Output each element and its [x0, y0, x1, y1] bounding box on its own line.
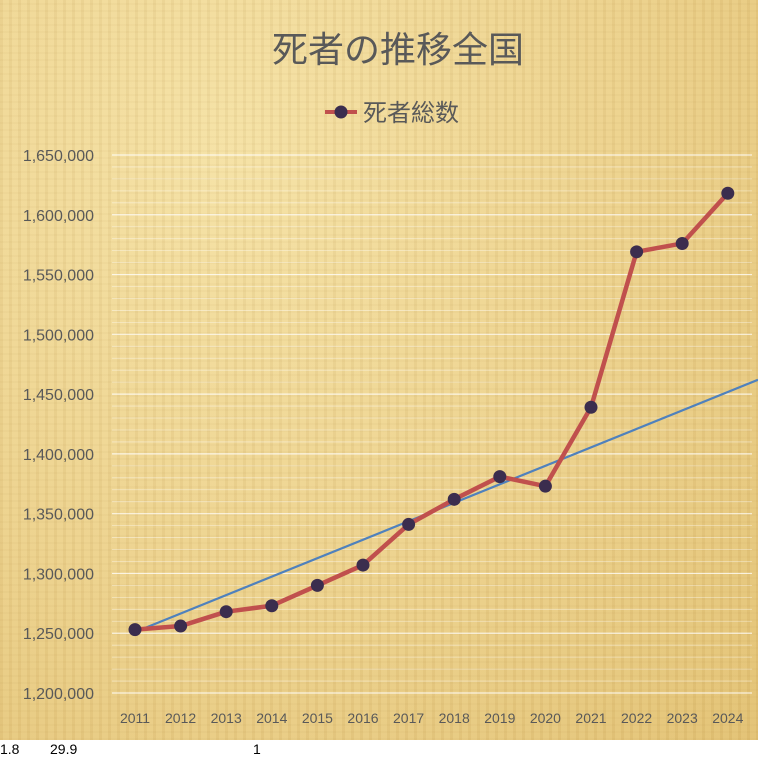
chart-title: 死者の推移全国	[272, 30, 524, 71]
footer-value-right: 1	[253, 741, 261, 757]
x-tick-label: 2011	[120, 710, 150, 726]
x-tick-label: 2013	[211, 710, 242, 726]
y-tick-label: 1,350,000	[23, 507, 94, 524]
data-point-marker	[219, 605, 233, 619]
y-tick-label: 1,250,000	[23, 626, 94, 643]
y-tick-label: 1,300,000	[23, 566, 94, 583]
chart-area: 死者の推移全国 死者総数 1,200,000 1,250,000 1,300,000…	[0, 0, 758, 740]
x-tick-label: 2020	[530, 710, 561, 726]
x-tick-label: 2016	[347, 710, 378, 726]
data-point-marker	[402, 517, 416, 531]
data-point-marker	[310, 578, 324, 592]
footer-strip: 1.8 29.9 1	[0, 740, 758, 758]
y-tick-label: 1,650,000	[23, 148, 94, 165]
data-point-marker	[128, 623, 142, 637]
footer-value-middle: 29.9	[50, 741, 78, 757]
data-point-marker	[493, 470, 507, 484]
data-point-marker	[584, 400, 598, 414]
data-point-marker	[174, 619, 188, 633]
x-tick-label: 2024	[712, 710, 743, 726]
legend-marker-swatch	[334, 105, 348, 119]
gridlines	[112, 154, 752, 694]
x-tick-label: 2023	[667, 710, 698, 726]
x-axis-ticks: 2011 2012 2013 2014 2015 2016 2017 2018 2019 2020…	[120, 710, 744, 726]
data-point-marker	[356, 558, 370, 572]
legend: 死者総数	[325, 99, 459, 127]
y-axis-ticks: 1,200,000 1,250,000 1,300,000 1,350,000 1,40…	[23, 148, 94, 703]
y-tick-label: 1,600,000	[23, 208, 94, 225]
y-tick-label: 1,550,000	[23, 268, 94, 285]
x-tick-label: 2021	[575, 710, 606, 726]
data-point-marker	[721, 186, 735, 200]
y-tick-label: 1,400,000	[23, 447, 94, 464]
x-tick-label: 2012	[165, 710, 196, 726]
series-line	[132, 191, 731, 632]
y-tick-label: 1,500,000	[23, 327, 94, 344]
data-point-marker	[447, 492, 461, 506]
y-tick-label: 1,450,000	[23, 387, 94, 404]
data-point-marker	[630, 245, 644, 259]
data-point-marker	[675, 236, 689, 250]
line-chart: 死者の推移全国 死者総数 1,200,000 1,250,000 1,300,000…	[23, 30, 758, 726]
series-layer	[128, 186, 735, 637]
x-tick-label: 2017	[393, 710, 424, 726]
y-tick-label: 1,200,000	[23, 686, 94, 703]
x-tick-label: 2022	[621, 710, 652, 726]
data-point-marker	[538, 479, 552, 493]
x-tick-label: 2018	[439, 710, 470, 726]
x-tick-label: 2019	[484, 710, 515, 726]
x-tick-label: 2014	[256, 710, 287, 726]
footer-value-left: 1.8	[0, 741, 20, 757]
legend-label: 死者総数	[363, 99, 459, 127]
x-tick-label: 2015	[302, 710, 333, 726]
data-point-marker	[265, 599, 279, 613]
